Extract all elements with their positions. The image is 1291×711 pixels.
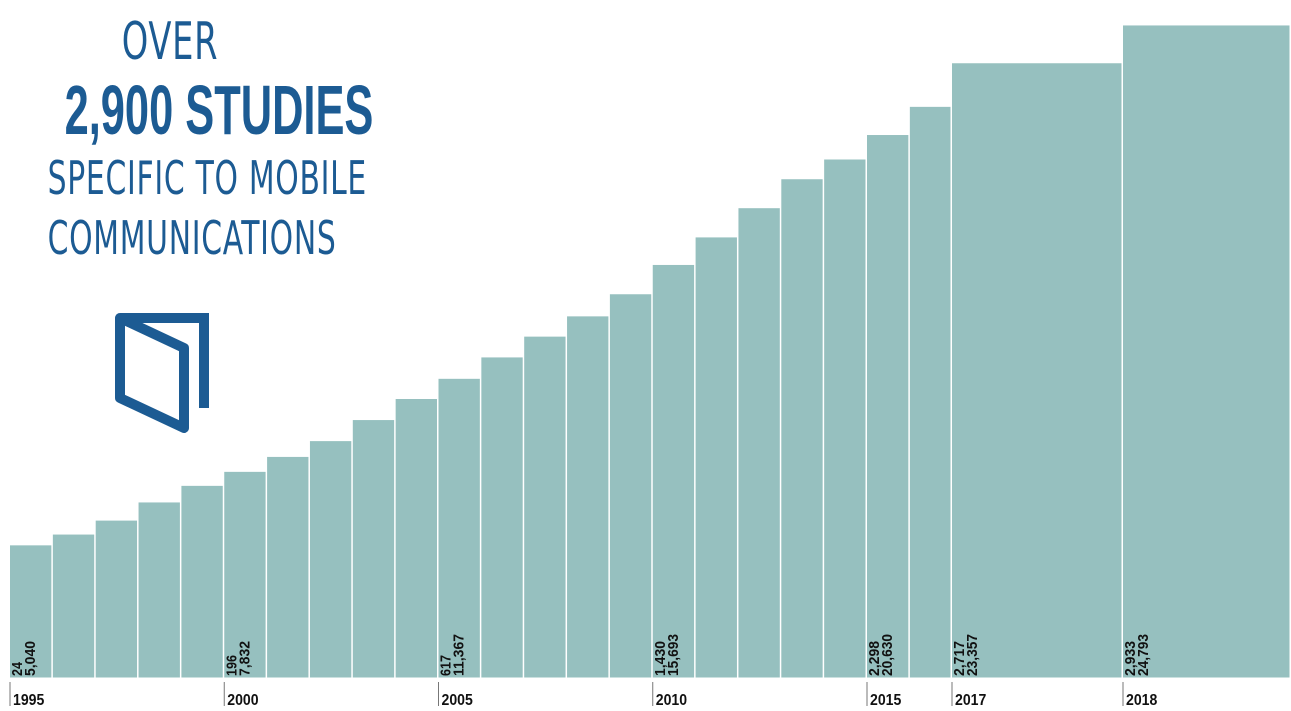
bar-2015 <box>867 135 909 678</box>
bar-2016 <box>909 106 951 678</box>
bar-2005 <box>438 378 480 678</box>
annotation-total-1995: 5,040 <box>22 641 39 676</box>
bar-2003 <box>352 420 395 678</box>
bar-2004 <box>395 399 437 678</box>
annotation-total-2010: 15,693 <box>665 634 682 676</box>
annotation-total-2018: 24,793 <box>1135 634 1152 676</box>
bar-2009 <box>609 294 652 678</box>
annotation-total-2005: 11,367 <box>451 634 468 676</box>
bar-1996 <box>52 534 95 678</box>
bar-2008 <box>567 316 609 678</box>
x-tick-label-1995: 1995 <box>13 691 44 709</box>
annotation-studies-2000: 196 <box>223 655 240 676</box>
annotation-studies-2017: 2,717 <box>951 641 968 676</box>
annotation-studies-2010: 1,430 <box>652 641 669 676</box>
x-tick-label-2018: 2018 <box>1126 691 1157 709</box>
bar-1995 <box>10 545 52 678</box>
bar-2006 <box>481 357 523 678</box>
annotation-total-2000: 7,832 <box>236 641 253 676</box>
bar-2011 <box>695 237 737 678</box>
bar-1999 <box>181 485 223 678</box>
headline-communications: COMMUNICATIONS <box>47 211 337 265</box>
bar-2017 <box>952 63 1122 678</box>
headline: OVER 2,900 STUDIES SPECIFIC TO MOBILE CO… <box>0 12 374 268</box>
annotation-studies-2015: 2,298 <box>866 641 883 676</box>
headline-count: 2,900 STUDIES <box>64 71 374 149</box>
bar-2000 <box>224 471 266 678</box>
bar-2002 <box>309 441 352 678</box>
x-tick-label-2005: 2005 <box>442 691 473 709</box>
annotation-total-2015: 20,630 <box>879 634 896 676</box>
x-tick-label-2010: 2010 <box>656 691 687 709</box>
annotation-studies-1995: 24 <box>9 661 26 676</box>
bar-1998 <box>138 502 180 678</box>
bar-1997 <box>95 520 138 678</box>
annotation-1995: 245,040 <box>9 641 39 676</box>
x-tick-label-2017: 2017 <box>955 691 986 709</box>
annotation-studies-2005: 617 <box>438 655 455 676</box>
bar-2010 <box>652 264 695 678</box>
bar-2014 <box>824 159 866 679</box>
bar-2018 <box>1123 25 1290 678</box>
book-icon <box>115 313 209 433</box>
bar-2012 <box>738 208 780 679</box>
bar-2007 <box>524 336 566 678</box>
x-tick-label-2000: 2000 <box>227 691 258 709</box>
bar-2001 <box>267 456 309 678</box>
annotation-total-2017: 23,357 <box>964 634 981 676</box>
annotation-studies-2018: 2,933 <box>1122 641 1139 676</box>
x-tick-label-2015: 2015 <box>870 691 901 709</box>
bar-2013 <box>781 179 823 678</box>
headline-specific: SPECIFIC TO MOBILE <box>47 151 367 205</box>
headline-over: OVER <box>121 12 219 72</box>
